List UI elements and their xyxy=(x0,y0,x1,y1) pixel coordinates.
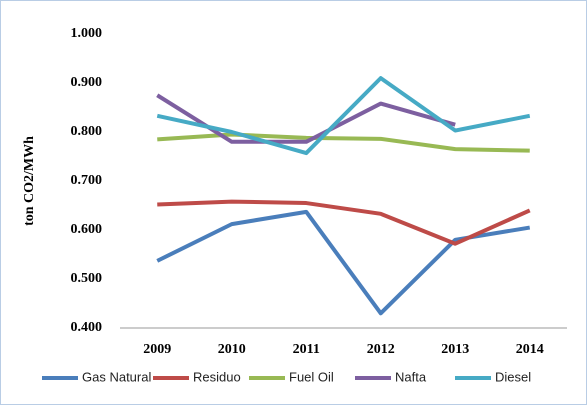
y-axis-title: ton CO2/MWh xyxy=(22,136,37,226)
y-tick-label: 0.600 xyxy=(71,222,103,237)
legend-label: Residuo xyxy=(193,369,241,384)
x-tick-label: 2012 xyxy=(367,342,395,357)
legend-label: Gas Natural xyxy=(82,369,151,384)
legend-label: Nafta xyxy=(395,369,427,384)
y-tick-label: 0.400 xyxy=(71,320,103,335)
x-tick-label: 2009 xyxy=(143,342,171,357)
x-tick-label: 2011 xyxy=(293,342,320,357)
legend-label: Diesel xyxy=(495,369,531,384)
y-tick-label: 0.900 xyxy=(71,75,103,90)
series-line xyxy=(156,76,531,156)
legend-label: Fuel Oil xyxy=(289,369,334,384)
y-tick-label: 0.800 xyxy=(71,124,103,139)
x-tick-label: 2013 xyxy=(441,342,469,357)
y-tick-label: 0.700 xyxy=(71,173,103,188)
x-tick-label: 2010 xyxy=(218,342,246,357)
series-line xyxy=(157,199,531,246)
y-tick-label: 1.000 xyxy=(71,26,103,41)
x-tick-label: 2014 xyxy=(516,342,544,357)
y-tick-label: 0.500 xyxy=(71,271,103,286)
